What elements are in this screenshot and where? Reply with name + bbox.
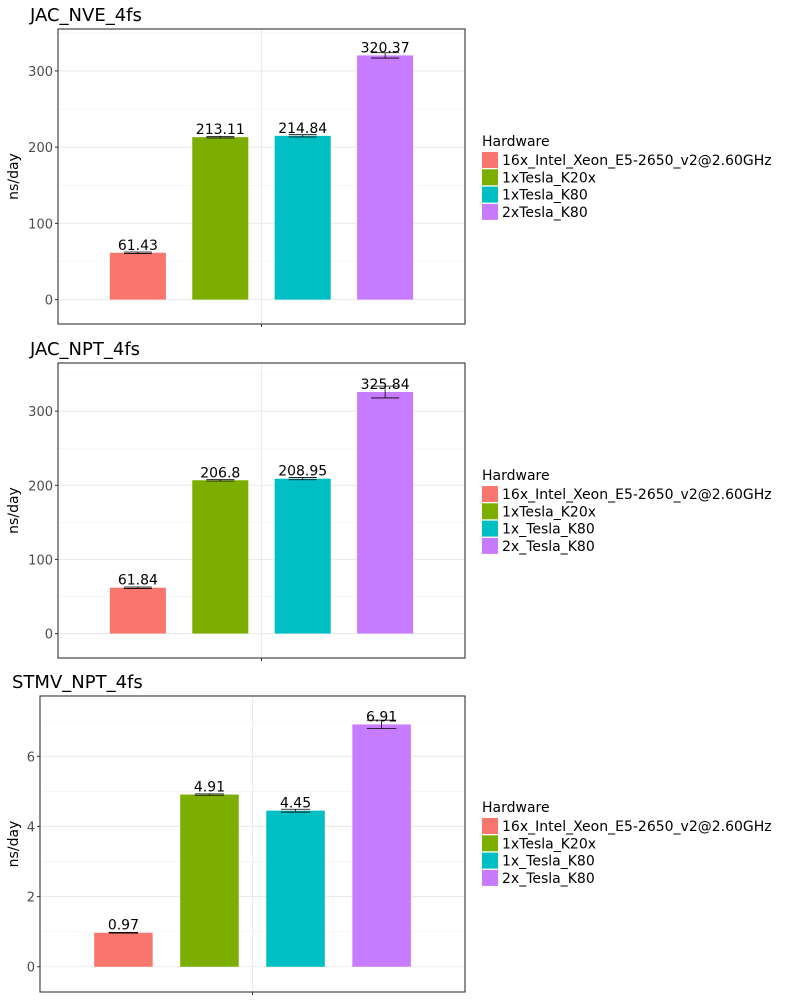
bar-1 (109, 587, 166, 634)
chart-title: STMV_NPT_4fs (12, 672, 143, 693)
y-axis-label: ns/day (6, 821, 22, 868)
y-tick-label: 100 (28, 553, 53, 568)
legend-label: 2xTesla_K80 (502, 205, 588, 221)
y-tick-label: 200 (28, 479, 53, 494)
y-tick-label: 100 (28, 217, 53, 232)
legend-title: Hardware (482, 800, 550, 816)
data-label: 61.84 (118, 573, 158, 589)
data-label: 4.45 (280, 796, 311, 812)
legend-swatch-1 (482, 486, 498, 502)
legend-swatch-4 (482, 537, 498, 554)
legend-label: 1xTesla_K80 (502, 188, 588, 204)
legend-label: 1xTesla_K20x (502, 504, 596, 520)
data-label: 214.84 (278, 121, 327, 137)
legend: Hardware 16x_Intel_Xeon_E5-2650_v2@2.60GH… (482, 468, 772, 555)
data-label: 4.91 (194, 780, 225, 796)
legend-label: 1xTesla_K20x (502, 836, 596, 852)
y-tick-label: 200 (28, 141, 53, 156)
bar-1 (94, 932, 153, 967)
chart-title: JAC_NVE_4fs (29, 5, 142, 26)
chart-panel-1: JAC_NVE_4fs 61.43 213.11 214.84 320.37 0 100 20… (6, 5, 772, 327)
y-axis-label: ns/day (6, 153, 22, 200)
y-tick-label: 300 (28, 65, 53, 80)
data-label: 206.8 (200, 465, 240, 481)
legend-swatch-2 (482, 503, 498, 520)
legend-swatch-3 (482, 186, 498, 203)
legend: Hardware 16x_Intel_Xeon_E5-2650_v2@2.60GH… (482, 800, 772, 887)
bar-1 (109, 252, 166, 300)
data-label: 213.11 (196, 122, 245, 138)
bar-3 (266, 810, 325, 967)
chart-panel-2: JAC_NPT_4fs 61.84 206.8 208.95 325.84 0 100 200… (6, 339, 772, 661)
bar-4 (357, 392, 414, 634)
legend-label: 16x_Intel_Xeon_E5-2650_v2@2.60GHz (502, 487, 772, 503)
bar-4 (352, 724, 411, 967)
y-tick-label: 0 (45, 294, 53, 309)
chart-title: JAC_NPT_4fs (29, 339, 140, 360)
bar-3 (274, 135, 331, 300)
y-tick-label: 4 (27, 820, 35, 835)
legend-title: Hardware (482, 468, 550, 484)
y-tick-label: 6 (27, 750, 35, 765)
bar-2 (192, 480, 249, 634)
legend-swatch-2 (482, 169, 498, 186)
legend-swatch-3 (482, 852, 498, 869)
legend-label: 16x_Intel_Xeon_E5-2650_v2@2.60GHz (502, 153, 772, 169)
data-label: 325.84 (361, 377, 410, 393)
legend-label: 1xTesla_K20x (502, 170, 596, 186)
chart-panel-3: STMV_NPT_4fs 0.97 4.91 4.45 6.91 0 2 4 6 ns/day Ha… (6, 672, 772, 995)
legend-label: 2x_Tesla_K80 (502, 871, 595, 887)
bar-3 (274, 478, 331, 634)
data-label: 61.43 (118, 238, 158, 254)
legend-swatch-1 (482, 152, 498, 168)
legend-swatch-1 (482, 818, 498, 834)
y-tick-label: 0 (45, 628, 53, 643)
bar-4 (357, 55, 414, 300)
legend-swatch-4 (482, 869, 498, 886)
y-tick-label: 0 (27, 961, 35, 976)
legend-label: 2x_Tesla_K80 (502, 539, 595, 555)
legend-swatch-4 (482, 203, 498, 220)
bar-2 (192, 137, 249, 300)
y-axis-label: ns/day (6, 487, 22, 534)
y-tick-label: 2 (27, 891, 35, 906)
y-tick-label: 300 (28, 405, 53, 420)
legend-title: Hardware (482, 134, 550, 150)
data-label: 6.91 (366, 709, 397, 725)
legend-label: 1x_Tesla_K80 (502, 522, 595, 538)
data-label: 208.95 (278, 464, 327, 480)
legend-label: 1x_Tesla_K80 (502, 854, 595, 870)
legend: Hardware 16x_Intel_Xeon_E5-2650_v2@2.60GH… (482, 134, 772, 221)
data-label: 0.97 (108, 918, 139, 934)
legend-label: 16x_Intel_Xeon_E5-2650_v2@2.60GHz (502, 819, 772, 835)
bar-2 (180, 794, 239, 967)
legend-swatch-3 (482, 520, 498, 537)
legend-swatch-2 (482, 835, 498, 852)
data-label: 320.37 (361, 40, 410, 56)
